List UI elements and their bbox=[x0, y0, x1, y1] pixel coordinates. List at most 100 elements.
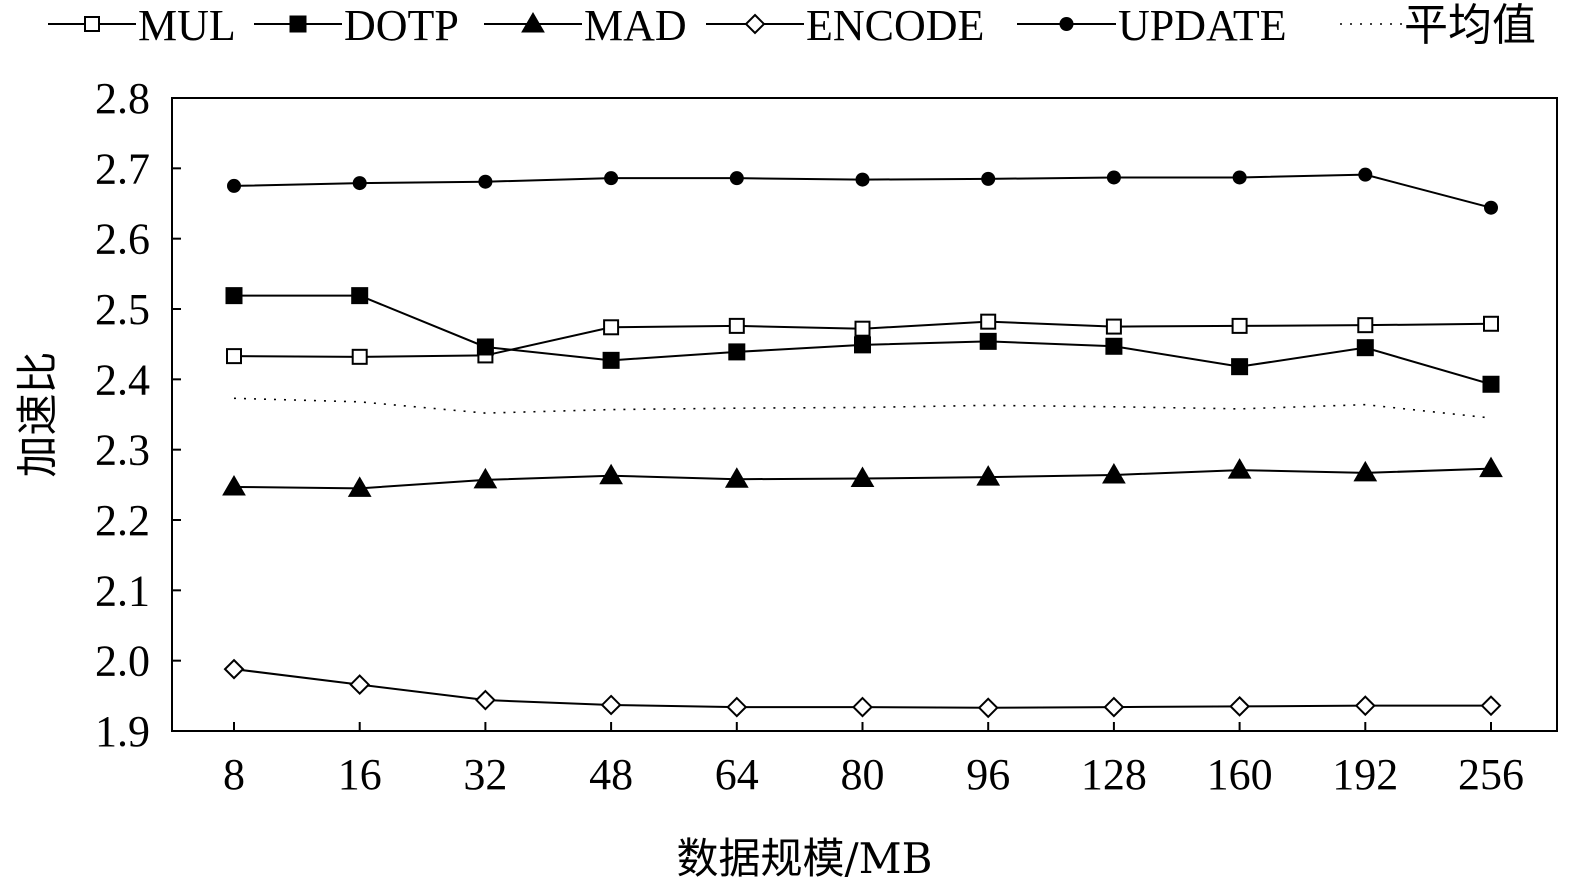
data-point-mad bbox=[599, 463, 623, 485]
data-point-mad bbox=[347, 476, 372, 497]
y-tick-label: 1.9 bbox=[95, 707, 150, 756]
data-point-mul bbox=[351, 348, 368, 365]
x-axis: 8 16 32 48 64 80 96 128 160 192 256 bbox=[223, 722, 1524, 799]
series-markers bbox=[222, 167, 1503, 719]
data-point-mad bbox=[1227, 458, 1252, 479]
data-point-update bbox=[1106, 170, 1121, 185]
legend-item-dotp: DOTP bbox=[254, 1, 459, 50]
x-tick-label: 192 bbox=[1332, 750, 1398, 799]
legend-swatch-marker bbox=[289, 15, 307, 33]
data-point-update bbox=[1358, 167, 1373, 182]
legend-label: 平均值 bbox=[1404, 1, 1536, 50]
data-point-dotp bbox=[1105, 337, 1123, 355]
legend-label: MAD bbox=[584, 1, 687, 50]
data-point-dotp bbox=[1482, 375, 1500, 393]
x-tick-label: 128 bbox=[1081, 750, 1147, 799]
data-point-encode bbox=[1354, 695, 1376, 717]
data-point-mad bbox=[473, 467, 498, 489]
data-point-update bbox=[855, 172, 870, 187]
data-point-encode bbox=[223, 658, 245, 680]
data-point-encode bbox=[852, 696, 873, 718]
data-point-dotp bbox=[476, 338, 494, 356]
series-line-- bbox=[233, 397, 1492, 419]
legend-item-update: UPDATE bbox=[1017, 1, 1287, 50]
data-point-update bbox=[227, 178, 241, 193]
data-point-mul bbox=[226, 348, 242, 365]
data-point-dotp bbox=[854, 336, 871, 354]
data-point-update bbox=[981, 171, 996, 186]
legend-label: DOTP bbox=[344, 1, 459, 50]
data-point-mad bbox=[976, 465, 1001, 486]
y-tick-label: 2.0 bbox=[95, 637, 150, 686]
plot-frame bbox=[171, 97, 1558, 732]
data-point-dotp bbox=[1231, 358, 1249, 376]
legend-item-mad: MAD bbox=[484, 1, 687, 50]
x-axis-title: 数据规模/MB bbox=[676, 834, 932, 883]
data-point-dotp bbox=[1356, 339, 1374, 357]
x-tick-label: 32 bbox=[463, 750, 507, 799]
data-point-encode bbox=[600, 694, 622, 716]
data-point-mul bbox=[1357, 317, 1374, 334]
legend-item-mul: MUL bbox=[48, 1, 236, 50]
data-point-dotp bbox=[351, 287, 369, 305]
plot-area: 1.9 2.0 2.1 2.2 2.3 2.4 2.5 2.6 2.7 2.8 8 16 32 48 64… bbox=[95, 74, 1558, 799]
data-point-dotp bbox=[602, 351, 620, 369]
x-tick-label: 64 bbox=[715, 750, 759, 799]
data-point-mad bbox=[1102, 462, 1126, 484]
data-point-update bbox=[604, 171, 619, 186]
data-point-update bbox=[352, 176, 367, 191]
y-tick-label: 2.3 bbox=[95, 426, 150, 475]
data-point-mad bbox=[724, 467, 749, 488]
legend-swatch-marker bbox=[744, 13, 766, 35]
data-point-mul bbox=[1483, 315, 1499, 332]
legend-item-encode: ENCODE bbox=[706, 1, 984, 50]
series-lines bbox=[233, 173, 1492, 709]
data-point-mad bbox=[1353, 460, 1378, 482]
data-point-encode bbox=[977, 697, 999, 719]
data-point-mad bbox=[1479, 456, 1503, 478]
data-point-encode bbox=[726, 696, 748, 718]
x-tick-label: 96 bbox=[966, 750, 1010, 799]
data-point-mul bbox=[1105, 318, 1122, 335]
y-tick-label: 2.1 bbox=[95, 566, 150, 615]
y-axis: 1.9 2.0 2.1 2.2 2.3 2.4 2.5 2.6 2.7 2.8 bbox=[95, 74, 181, 756]
data-point-encode bbox=[349, 674, 371, 695]
data-point-mul bbox=[854, 320, 871, 337]
legend-swatch-marker bbox=[521, 12, 545, 33]
data-point-encode bbox=[1103, 696, 1125, 718]
x-tick-label: 256 bbox=[1458, 750, 1524, 799]
data-point-dotp bbox=[225, 287, 243, 305]
legend: MUL DOTP MAD ENCODE UPDATE 平均值 bbox=[48, 1, 1536, 50]
y-tick-label: 2.8 bbox=[95, 74, 150, 123]
data-point-update bbox=[1484, 200, 1498, 215]
y-tick-label: 2.5 bbox=[95, 285, 150, 334]
legend-item--: 平均值 bbox=[1340, 1, 1536, 50]
x-tick-label: 8 bbox=[223, 750, 245, 799]
data-point-dotp bbox=[728, 343, 746, 361]
y-tick-label: 2.7 bbox=[95, 144, 150, 193]
data-point-update bbox=[478, 174, 493, 189]
data-point-encode bbox=[474, 689, 496, 711]
x-tick-label: 160 bbox=[1207, 750, 1273, 799]
legend-label: MUL bbox=[138, 1, 236, 50]
y-axis-title: 加速比 bbox=[13, 351, 62, 477]
y-tick-label: 2.4 bbox=[95, 355, 150, 404]
y-tick-label: 2.6 bbox=[95, 215, 150, 264]
data-point-mul bbox=[980, 313, 997, 330]
legend-swatch-marker bbox=[84, 16, 100, 32]
data-point-update bbox=[1232, 170, 1247, 185]
data-point-mad bbox=[222, 474, 246, 496]
x-tick-label: 48 bbox=[589, 750, 633, 799]
legend-label: ENCODE bbox=[806, 1, 984, 50]
data-point-mul bbox=[603, 319, 620, 336]
legend-label: UPDATE bbox=[1118, 1, 1287, 50]
data-point-encode bbox=[1480, 695, 1502, 717]
data-point-dotp bbox=[979, 332, 997, 350]
x-tick-label: 16 bbox=[338, 750, 382, 799]
data-point-mul bbox=[728, 317, 745, 334]
legend-swatch-marker bbox=[1059, 17, 1074, 31]
data-point-encode bbox=[1229, 695, 1251, 717]
y-tick-label: 2.2 bbox=[95, 496, 150, 545]
x-tick-label: 80 bbox=[841, 750, 885, 799]
